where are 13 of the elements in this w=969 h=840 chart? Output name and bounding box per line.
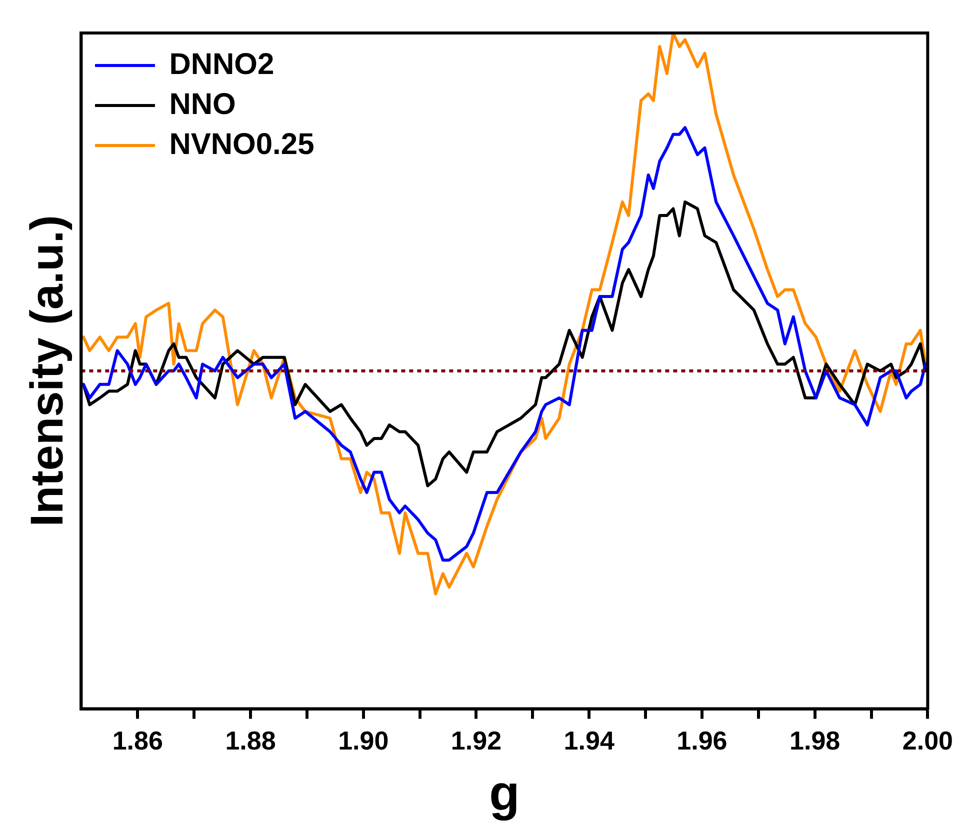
x-tick-label: 1.90 [338,726,389,756]
x-tick-label: 1.92 [450,726,502,756]
x-tick-label: 1.88 [225,726,276,756]
y-axis-title: Intensity (a.u.) [20,214,72,527]
legend-label: NNO [169,87,236,123]
legend-label: DNNO2 [169,47,274,83]
x-tick-label: 1.86 [112,726,163,756]
x-tick-label: 2.00 [902,726,954,756]
x-tick-label: 1.96 [676,726,728,756]
x-tick-label: 1.98 [790,726,840,756]
legend-label: NVNO0.25 [169,127,314,163]
x-tick-label: 1.94 [564,726,615,756]
x-axis-title: g [489,764,520,821]
